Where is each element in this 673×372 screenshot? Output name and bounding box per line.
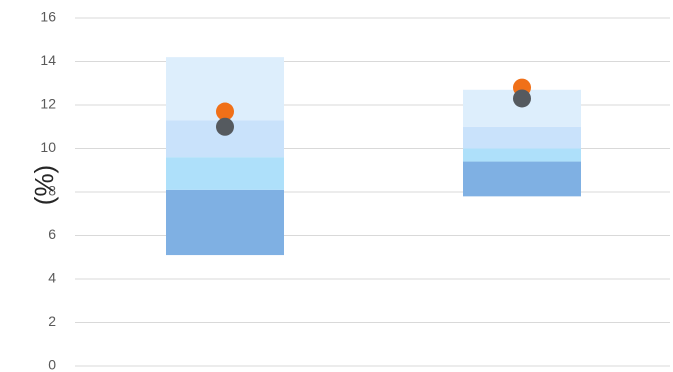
y-tick-labels: 0 2 4 6 8 10 12 14 16 — [40, 9, 56, 372]
y-tick-label: 12 — [40, 96, 56, 112]
range-band — [166, 189, 284, 256]
range-band — [463, 148, 581, 162]
y-tick-label: 0 — [48, 357, 56, 372]
y-tick-label: 8 — [48, 183, 56, 199]
y-tick-label: 14 — [40, 52, 56, 68]
y-tick-label: 4 — [48, 270, 56, 286]
data-point — [216, 102, 234, 121]
range-band — [166, 157, 284, 190]
range-band — [463, 161, 581, 197]
data-point — [216, 117, 234, 136]
y-axis-label: (%) — [29, 165, 59, 205]
y-tick-label: 2 — [48, 313, 56, 329]
y-tick-label: 10 — [40, 139, 56, 155]
data-point — [513, 89, 531, 108]
range-band — [463, 126, 581, 149]
range-bands — [166, 57, 581, 256]
y-tick-label: 16 — [40, 9, 56, 25]
markers — [216, 78, 531, 136]
y-tick-label: 6 — [48, 226, 56, 242]
